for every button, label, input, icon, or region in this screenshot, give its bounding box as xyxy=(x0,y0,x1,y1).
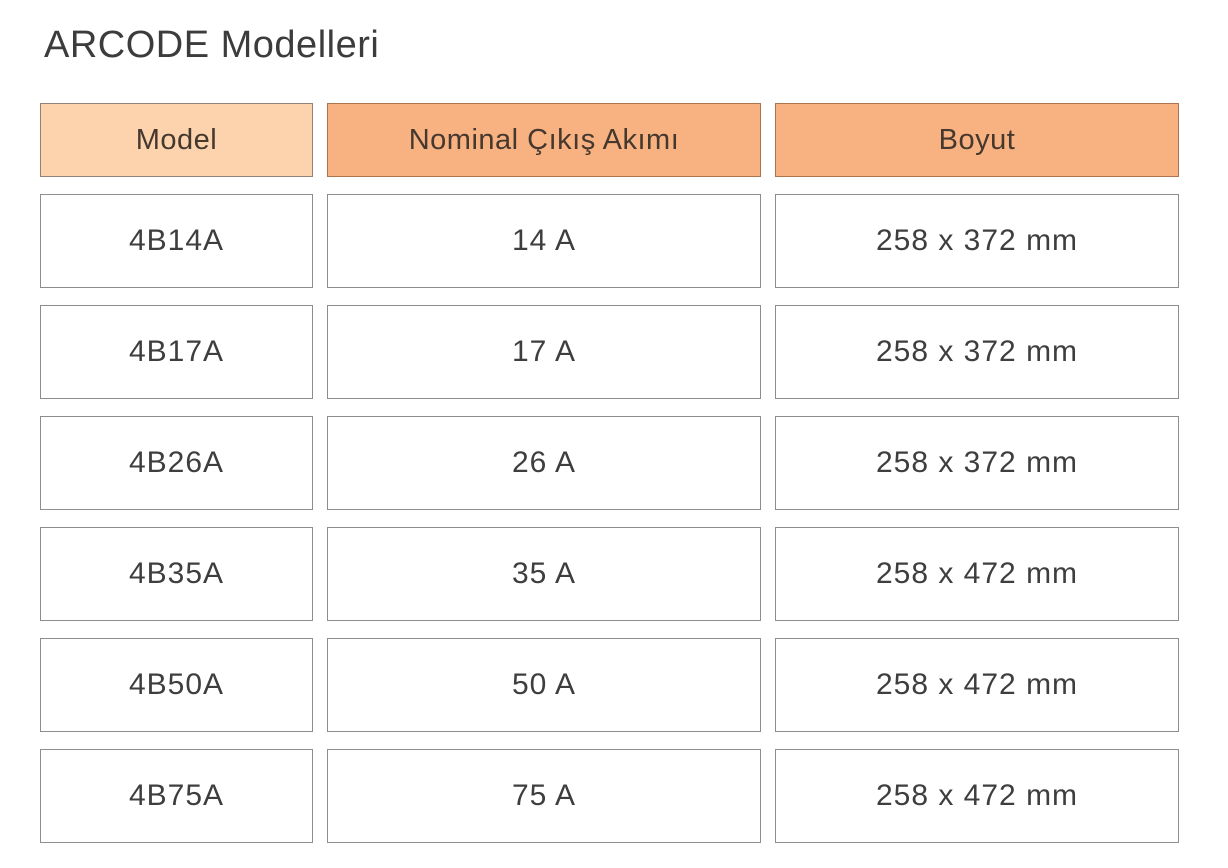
page-title: ARCODE Modelleri xyxy=(44,24,380,66)
table-cell-current: 17 A xyxy=(327,305,761,399)
table-cell-size: 258 x 372 mm xyxy=(775,194,1179,288)
arcode-models-table: Model Nominal Çıkış Akımı Boyut 4B14A 14… xyxy=(40,103,1179,843)
table-cell-model: 4B50A xyxy=(40,638,313,732)
table-cell-current: 35 A xyxy=(327,527,761,621)
table-cell-current: 14 A xyxy=(327,194,761,288)
column-header-size: Boyut xyxy=(775,103,1179,177)
table-cell-current: 50 A xyxy=(327,638,761,732)
table-cell-model: 4B14A xyxy=(40,194,313,288)
table-cell-current: 75 A xyxy=(327,749,761,843)
table-cell-current: 26 A xyxy=(327,416,761,510)
table-cell-model: 4B35A xyxy=(40,527,313,621)
table-cell-size: 258 x 472 mm xyxy=(775,749,1179,843)
column-header-nominal-output-current: Nominal Çıkış Akımı xyxy=(327,103,761,177)
table-cell-size: 258 x 372 mm xyxy=(775,416,1179,510)
table-cell-model: 4B26A xyxy=(40,416,313,510)
table-cell-size: 258 x 472 mm xyxy=(775,527,1179,621)
column-header-model: Model xyxy=(40,103,313,177)
table-cell-size: 258 x 372 mm xyxy=(775,305,1179,399)
table-cell-model: 4B17A xyxy=(40,305,313,399)
table-cell-size: 258 x 472 mm xyxy=(775,638,1179,732)
table-cell-model: 4B75A xyxy=(40,749,313,843)
